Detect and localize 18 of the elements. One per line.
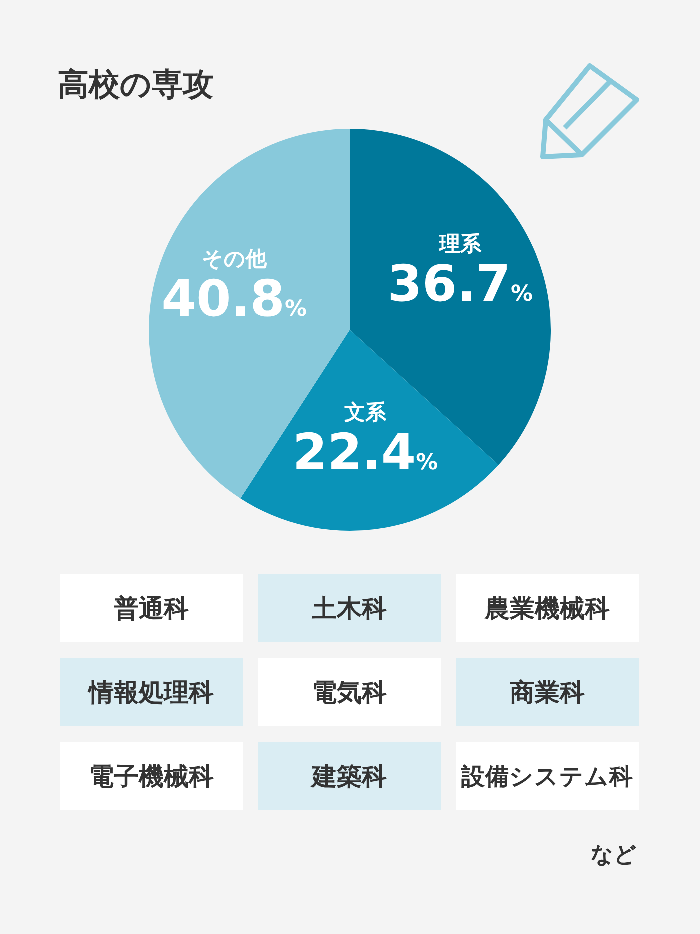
text: 建築科 — [310, 762, 387, 791]
text: 土木科 — [311, 594, 387, 623]
text: 電気科 — [312, 678, 387, 707]
text: など — [591, 843, 637, 868]
text: 情報処理科 — [87, 678, 214, 707]
data-label: 36.7% — [388, 255, 533, 314]
text: 農業機械科 — [484, 594, 610, 623]
text: 普通科 — [113, 594, 189, 623]
slice-label: その他 — [202, 246, 268, 271]
text: 設備システム科 — [460, 762, 634, 790]
data-label: 40.8% — [162, 270, 308, 328]
text: 電子機械科 — [89, 762, 214, 791]
text: 商業科 — [509, 678, 585, 707]
slice-label: 文系 — [344, 400, 388, 425]
chart-title: 高校の専攻 — [58, 67, 214, 103]
pie-slice — [240, 330, 499, 531]
slice-label: 理系 — [438, 232, 482, 256]
data-label: 22.4% — [292, 424, 438, 482]
